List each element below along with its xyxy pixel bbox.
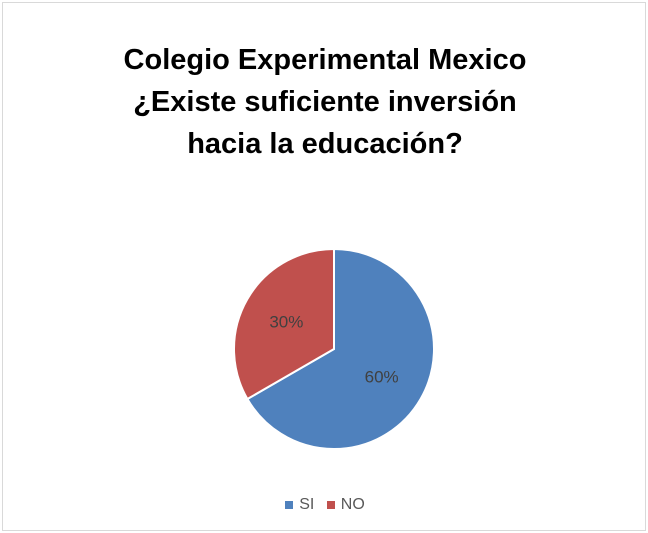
chart-title-line-2: ¿Existe suficiente inversión [133, 86, 517, 118]
pie-plot: 60% 30% [233, 247, 435, 450]
chart-title-line-3: hacia la educación? [187, 128, 463, 160]
chart-title: Colegio Experimental Mexico ¿Existe sufi… [3, 39, 647, 165]
legend-label-si: SI [299, 496, 315, 513]
data-label-si: 60% [365, 368, 399, 387]
legend-item-no: NO [326, 496, 365, 514]
legend-item-si: SI [285, 496, 314, 514]
legend-swatch-no [326, 501, 335, 509]
pie-slice-no [233, 247, 335, 401]
chart-title-line-1: Colegio Experimental Mexico [123, 44, 527, 76]
data-label-no: 30% [269, 313, 303, 332]
pie-data-labels: 60% 30% [269, 313, 398, 387]
pie-slice-si [246, 247, 435, 450]
legend-swatch-si [285, 501, 294, 509]
legend-label-no: NO [340, 496, 365, 513]
pie-slices [233, 247, 435, 450]
legend: SI NO [3, 496, 647, 514]
